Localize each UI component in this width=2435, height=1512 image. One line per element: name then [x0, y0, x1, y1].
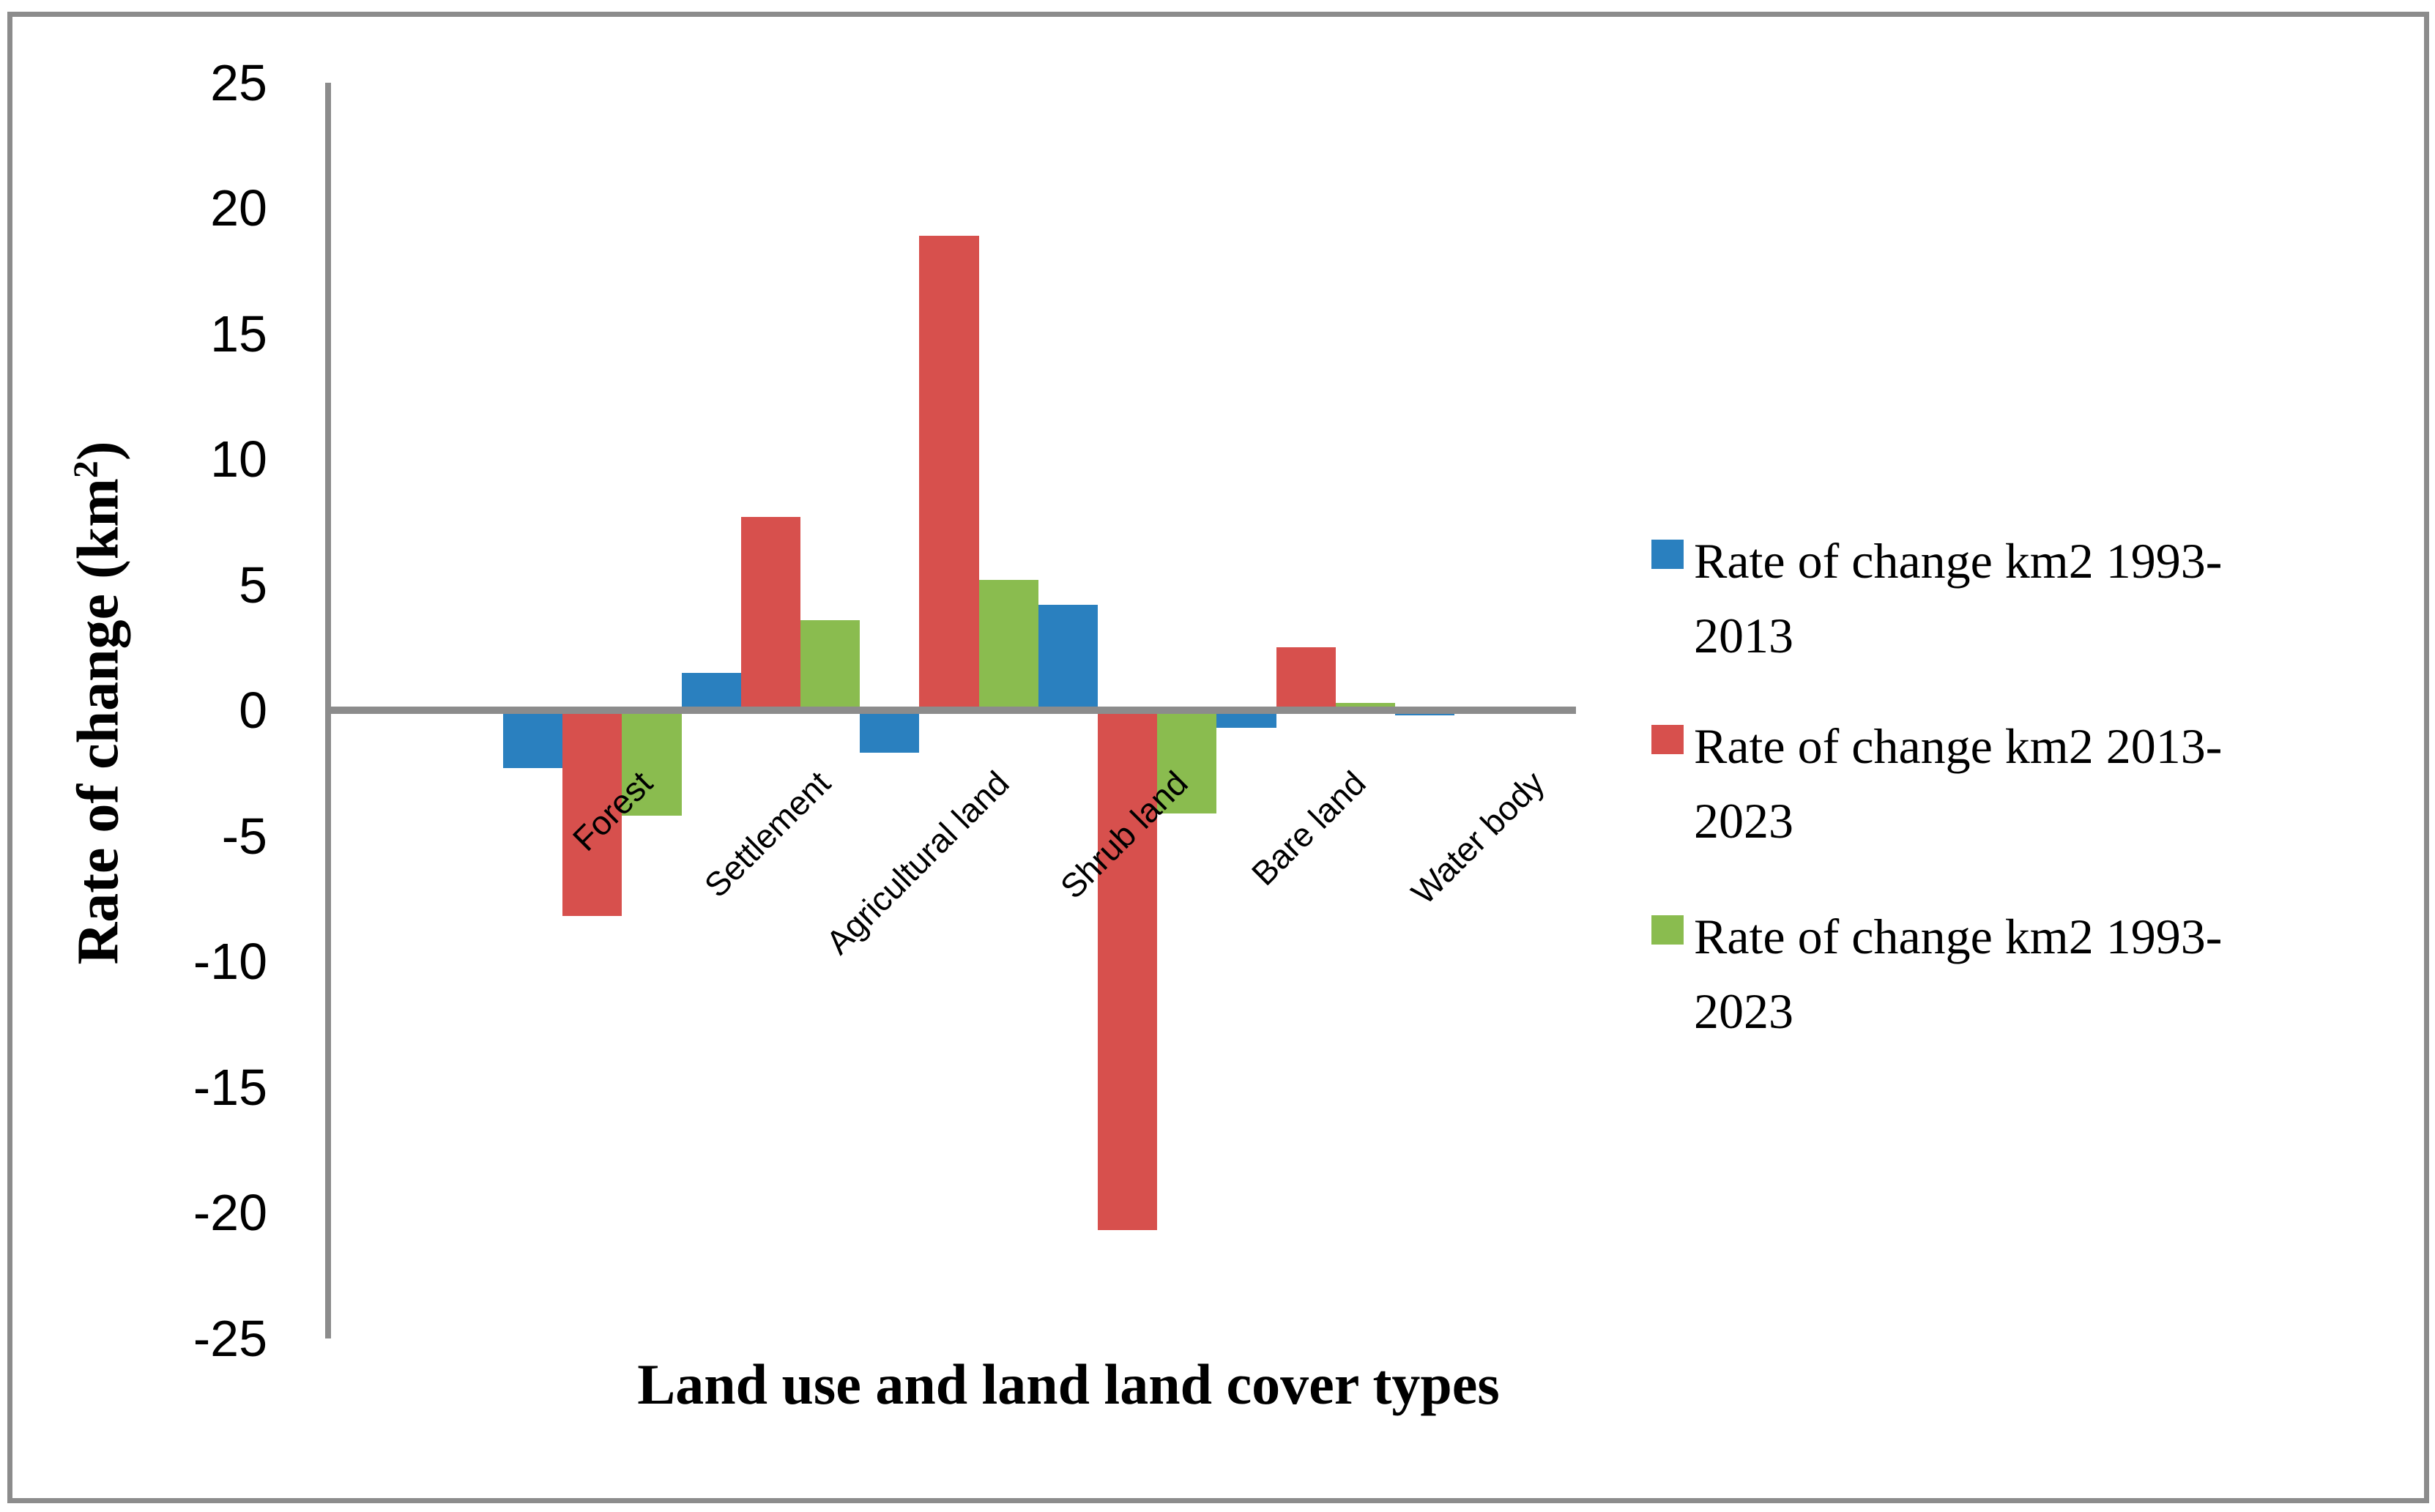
y-tick-label--20: -20: [193, 1184, 267, 1241]
bar-settlement-series3: [800, 620, 860, 710]
legend-label-line: Rate of change km2 1993-: [1694, 533, 2223, 589]
bar-settlement-series2: [741, 517, 800, 710]
legend-entry-rate-of-change-km2-1993-2023: Rate of change km2 1993- 2023: [1651, 899, 2222, 1049]
y-tick-label-25: 25: [210, 53, 267, 111]
y-tick-label--5: -5: [221, 807, 267, 865]
y-tick-label--25: -25: [193, 1309, 267, 1367]
bar-shrub-land-series1: [1038, 605, 1098, 710]
bar-settlement-series1: [682, 673, 741, 710]
x-axis-zero-line: [325, 707, 1576, 714]
y-tick-label-10: 10: [210, 431, 267, 488]
y-tick-label-15: 15: [210, 305, 267, 362]
bar-forest-series1: [503, 710, 562, 768]
legend-label-series1: Rate of change km2 1993- 2013: [1694, 524, 2222, 673]
legend-swatch-series3: [1651, 915, 1684, 945]
bar-forest-series3: [622, 710, 682, 816]
bar-shrub-land-series3: [1157, 710, 1216, 813]
bar-forest-series2: [562, 710, 622, 916]
legend-swatch-series1: [1651, 540, 1684, 569]
bar-bare-land-series2: [1276, 647, 1336, 710]
legend-entry-rate-of-change-km2-2013-2023: Rate of change km2 2013- 2023: [1651, 709, 2222, 858]
y-tick-label--10: -10: [193, 933, 267, 990]
y-tick-label-0: 0: [239, 682, 267, 739]
legend-swatch-series2: [1651, 725, 1684, 754]
legend-label-line: 2013: [1694, 608, 1793, 663]
legend-label-series3: Rate of change km2 1993- 2023: [1694, 899, 2222, 1049]
figure-border: [7, 12, 2429, 1503]
y-tick-label--15: -15: [193, 1058, 267, 1116]
y-tick-label-20: 20: [210, 179, 267, 237]
legend-label-line: Rate of change km2 1993-: [1694, 909, 2223, 964]
legend-entry-rate-of-change-km2-1993-2013: Rate of change km2 1993- 2013: [1651, 524, 2222, 673]
x-axis-title: Land use and land land cover types: [637, 1352, 1500, 1416]
legend-label-line: 2023: [1694, 983, 1793, 1039]
bar-agricultural-land-series2: [919, 236, 979, 710]
legend-label-line: Rate of change km2 2013-: [1694, 718, 2223, 774]
bar-shrub-land-series2: [1098, 710, 1157, 1230]
y-tick-label-5: 5: [239, 556, 267, 614]
bar-agricultural-land-series1: [860, 710, 919, 753]
bar-agricultural-land-series3: [979, 580, 1038, 710]
legend-label-series2: Rate of change km2 2013- 2023: [1694, 709, 2222, 858]
legend-label-line: 2023: [1694, 793, 1793, 849]
